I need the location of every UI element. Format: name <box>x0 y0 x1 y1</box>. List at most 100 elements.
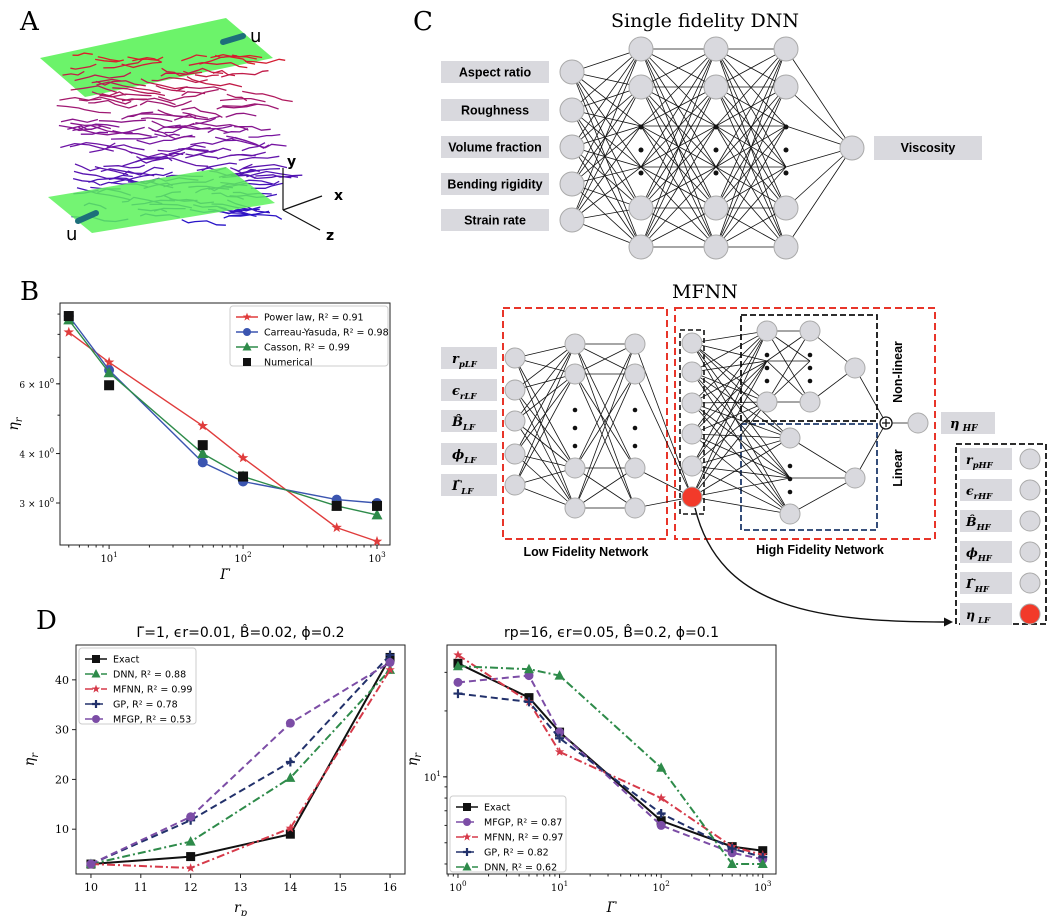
fiber <box>60 142 114 152</box>
ellipsis-dot <box>807 352 813 358</box>
hf-input-symbol: ϕ <box>966 545 978 560</box>
y-tick-label-base: 6 × 10 <box>19 381 50 391</box>
marker-triangle <box>727 858 738 868</box>
series-4 <box>453 689 768 862</box>
edge <box>571 146 642 248</box>
lf-hidden-node <box>564 497 586 519</box>
x-tick-label-base: 10 <box>551 883 564 894</box>
edge <box>640 86 717 127</box>
hf-input-label: Γ̇HF <box>965 576 990 595</box>
lf-input-symbol: Γ̇ <box>451 479 462 494</box>
x-tick-label: 13 <box>234 881 248 894</box>
hf-list-node <box>1019 510 1041 532</box>
input-box <box>441 136 549 158</box>
top-plate <box>40 18 273 97</box>
fiber <box>250 182 283 189</box>
hidden-node <box>628 36 654 62</box>
fiber <box>154 133 180 138</box>
x-tick-label: 102 <box>653 879 670 894</box>
legend-entry: Power law, R² = 0.91 <box>264 313 364 324</box>
linear-label: Linear <box>891 449 905 487</box>
single-fidelity-title: Single fidelity DNN <box>611 10 799 32</box>
x-axis-label-main: r <box>234 900 242 916</box>
ellipsis-dot <box>638 147 644 153</box>
marker-triangle <box>554 670 565 680</box>
edge <box>514 420 576 469</box>
hf-input-subscript: pHF <box>973 461 994 471</box>
hf-input-label: rpHF <box>966 452 994 471</box>
fiber <box>186 76 243 88</box>
edge <box>785 48 853 149</box>
lf-input-label: ϵrLF <box>452 384 477 402</box>
ellipsis-dot <box>572 407 578 413</box>
edge <box>640 48 717 248</box>
top-velocity-label: u <box>250 26 261 47</box>
edge <box>574 343 636 375</box>
hf-list-node <box>1019 448 1041 470</box>
edge <box>691 437 791 498</box>
edge <box>691 402 791 515</box>
marker-star <box>462 832 472 841</box>
edge <box>715 48 787 168</box>
x-tick-label-exp: 2 <box>665 879 670 888</box>
hf-input-box <box>960 541 1012 563</box>
axis-x-label: x <box>334 188 343 204</box>
marker-square <box>656 816 666 826</box>
series-line <box>90 654 391 865</box>
hidden-node <box>773 74 799 100</box>
lf-input-label: B̂LF <box>451 414 476 433</box>
non-linear-box <box>740 314 878 422</box>
edge <box>634 373 693 498</box>
fiber <box>185 153 218 159</box>
lf-input-node <box>504 474 526 496</box>
marker-triangle <box>656 762 667 772</box>
x-axis-label: Γ̇ <box>219 567 231 583</box>
fiber <box>207 125 233 134</box>
marker-plus <box>656 809 666 819</box>
non-linear-label: Non-linear <box>891 341 905 403</box>
marker-star <box>453 650 463 659</box>
fiber <box>199 54 237 65</box>
series-4 <box>63 311 383 511</box>
fiber <box>246 170 303 178</box>
edge <box>640 86 717 168</box>
edge <box>574 373 636 469</box>
lf-input-label: Γ̇LF <box>451 479 474 497</box>
edge <box>514 389 576 509</box>
fiber <box>88 99 138 109</box>
edge <box>634 467 693 498</box>
edge <box>715 86 787 127</box>
fiber <box>98 119 146 123</box>
y-axis-label: ηr <box>6 416 25 430</box>
series-line <box>90 669 391 865</box>
y-axis-label-main: η <box>405 757 421 766</box>
fiber <box>232 174 292 180</box>
fiber <box>173 114 221 121</box>
hf-output-node <box>907 412 929 434</box>
fiber <box>223 127 249 135</box>
input-node <box>559 171 585 197</box>
fiber <box>222 103 279 110</box>
edge <box>715 48 787 88</box>
edge <box>691 360 768 498</box>
edge <box>640 125 717 168</box>
marker-star <box>554 746 565 756</box>
marker-square <box>92 655 100 663</box>
ellipsis-dot <box>713 124 719 130</box>
marker-triangle <box>91 669 101 678</box>
marker-plus <box>92 700 100 708</box>
lf-hidden-node <box>624 363 646 385</box>
nl-hidden-node <box>756 391 778 413</box>
input-node <box>559 207 585 233</box>
marker-square <box>372 500 383 511</box>
y-tick-label: 10 <box>55 823 69 836</box>
edge <box>574 343 636 469</box>
lf-input-subscript: LF <box>462 423 476 433</box>
marker-circle <box>197 457 208 468</box>
fiber <box>70 85 118 94</box>
chart-title: Γ̇=1, ϵr=0.01, B̂=0.02, ϕ=0.2 <box>136 624 344 641</box>
edge <box>640 48 717 209</box>
legend-entry: MFGP, R² = 0.53 <box>113 715 191 726</box>
